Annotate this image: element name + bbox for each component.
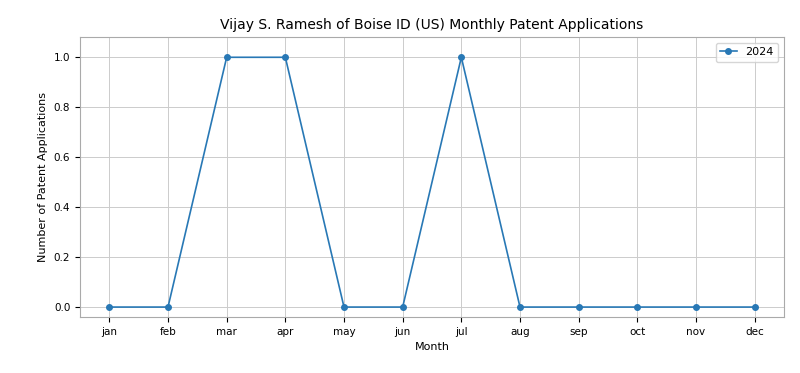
2024 [691,305,701,309]
Line: 2024: 2024 [106,54,758,310]
2024 [750,305,759,309]
2024 [515,305,525,309]
2024 [457,55,466,60]
2024 [163,305,173,309]
2024 [339,305,349,309]
Title: Vijay S. Ramesh of Boise ID (US) Monthly Patent Applications: Vijay S. Ramesh of Boise ID (US) Monthly… [220,18,644,32]
2024 [574,305,583,309]
2024 [105,305,114,309]
2024 [222,55,231,60]
2024 [281,55,290,60]
2024 [633,305,642,309]
X-axis label: Month: Month [414,342,450,352]
Legend: 2024: 2024 [716,43,778,62]
2024 [398,305,407,309]
Y-axis label: Number of Patent Applications: Number of Patent Applications [38,92,48,262]
